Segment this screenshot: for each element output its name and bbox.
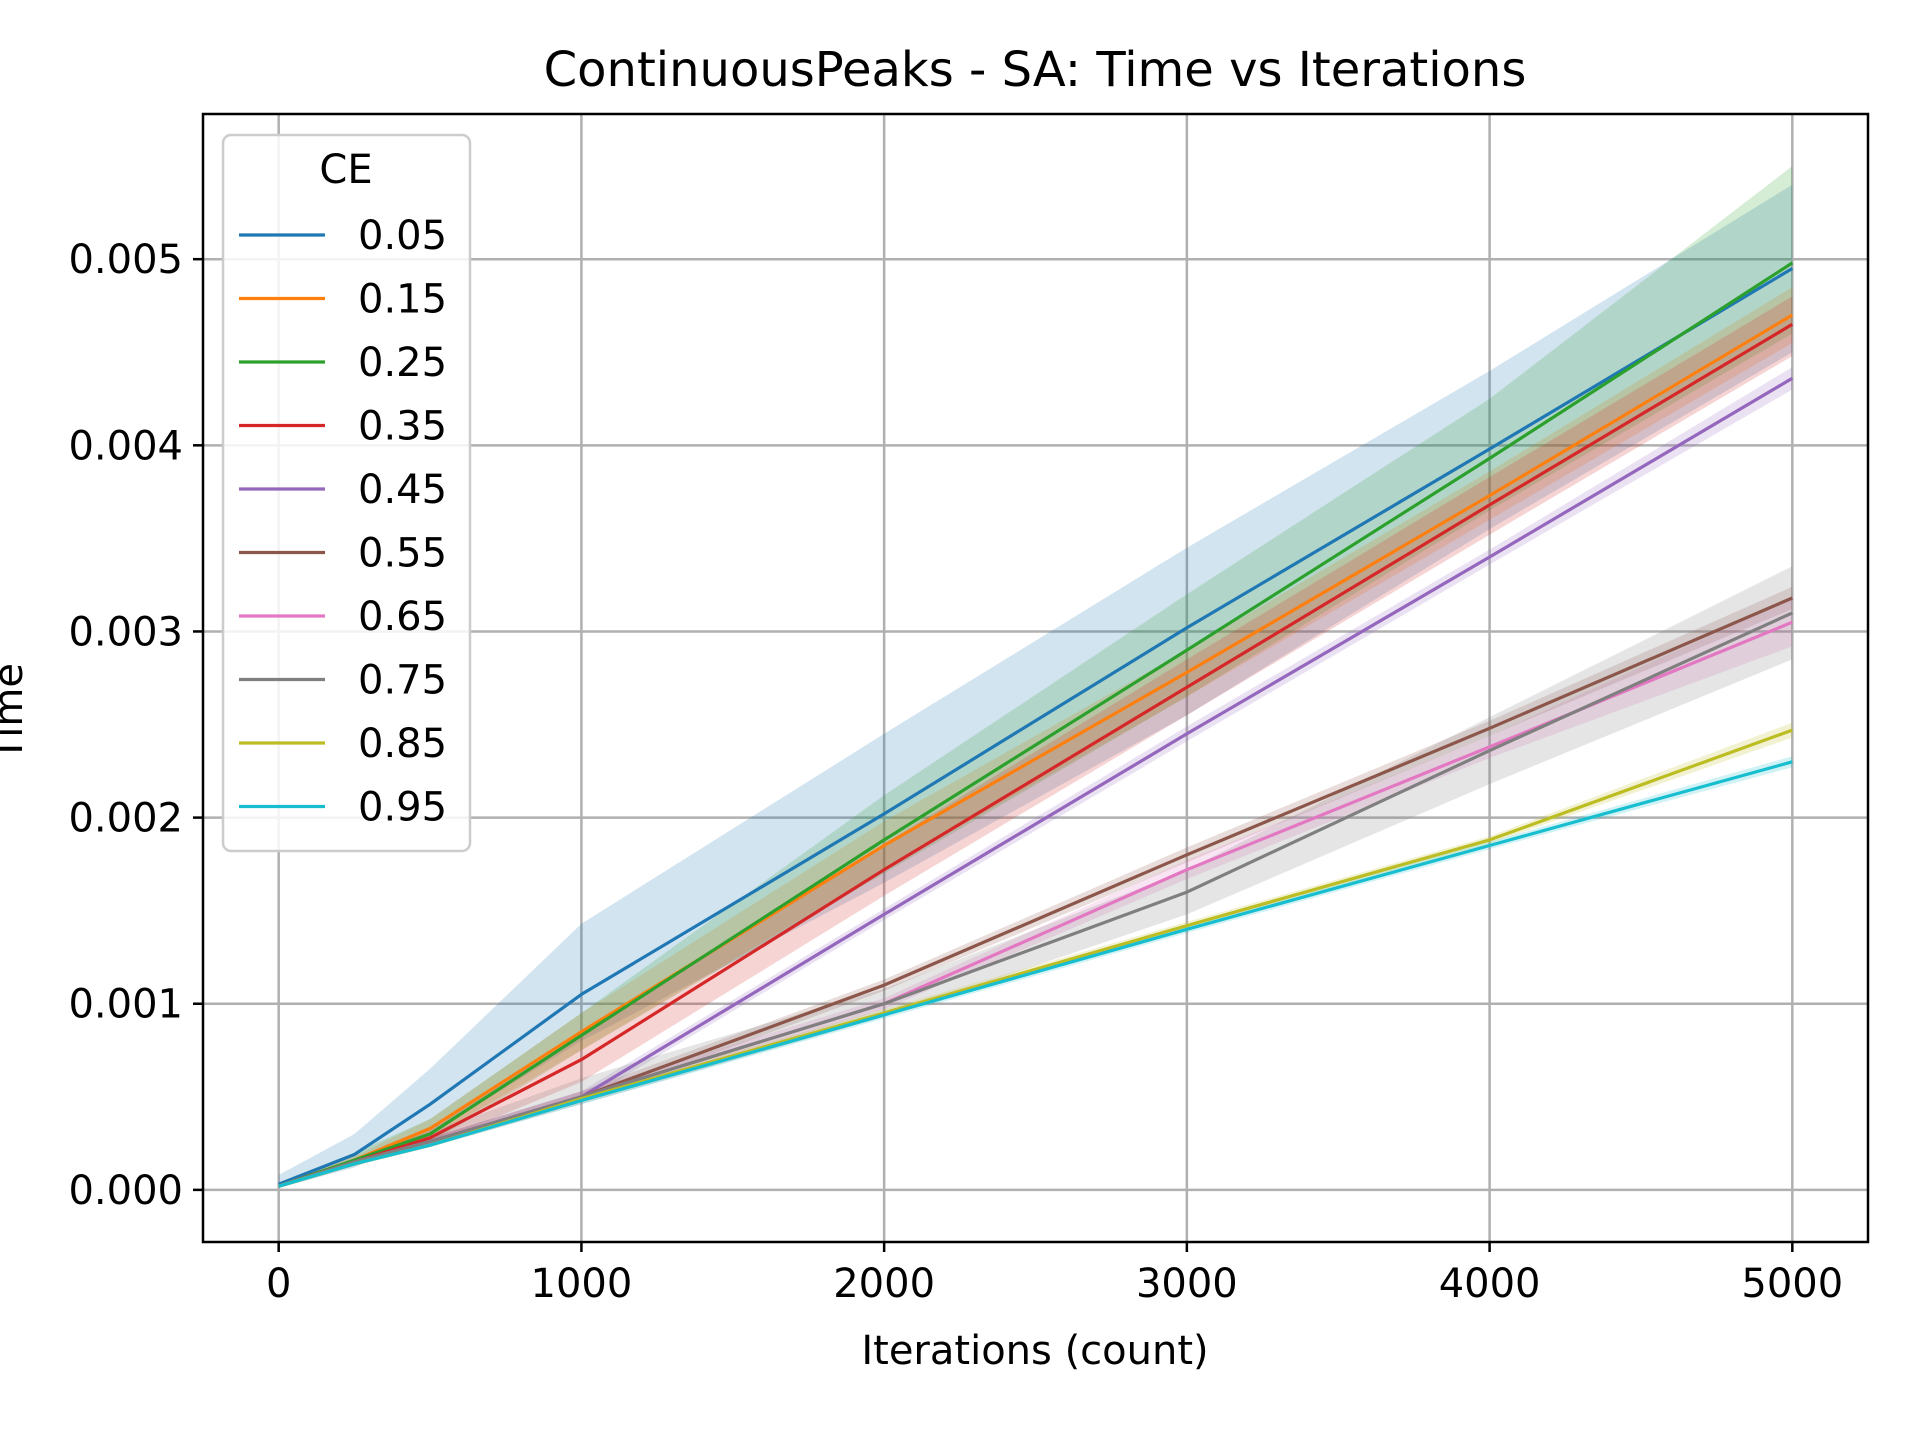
y-tick-label: 0.001 xyxy=(68,982,183,1028)
legend-label-0.65: 0.65 xyxy=(358,594,447,640)
chart-title: ContinuousPeaks - SA: Time vs Iterations xyxy=(544,42,1527,98)
legend: CE 0.050.150.250.350.450.550.650.750.850… xyxy=(221,133,472,853)
legend-label-0.85: 0.85 xyxy=(358,721,447,767)
series-line-0.05 xyxy=(278,267,1794,1186)
plot-area xyxy=(201,112,1870,1244)
legend-label-0.55: 0.55 xyxy=(358,531,447,577)
legend-label-0.45: 0.45 xyxy=(358,467,447,513)
legend-label-0.05: 0.05 xyxy=(358,213,447,259)
legend-label-0.15: 0.15 xyxy=(358,277,447,323)
legend-title: CE xyxy=(319,147,372,193)
confidence-band-0.05 xyxy=(278,184,1793,1188)
y-tick-label: 0.002 xyxy=(68,796,183,842)
legend-label-0.25: 0.25 xyxy=(358,340,447,386)
legend-label-0.95: 0.95 xyxy=(358,785,447,831)
series-line-0.25 xyxy=(278,261,1794,1188)
confidence-band-0.15 xyxy=(278,287,1793,1189)
series-line-0.95 xyxy=(278,760,1793,1188)
x-tick-label: 4000 xyxy=(1439,1261,1541,1307)
plot-background xyxy=(203,114,1868,1242)
y-tick-label: 0.005 xyxy=(68,237,183,283)
x-axis-ticks: 0 1000 2000 3000 4000 5000 xyxy=(266,1242,1843,1307)
legend-label-0.75: 0.75 xyxy=(358,658,447,704)
y-axis-ticks: 0.000 0.001 0.002 0.003 0.004 0.005 xyxy=(68,237,203,1214)
series-lines xyxy=(278,261,1794,1188)
plot-frame xyxy=(201,112,1870,1244)
y-tick-label: 0.000 xyxy=(68,1168,183,1214)
x-tick-label: 2000 xyxy=(833,1261,935,1307)
legend-box xyxy=(221,133,472,853)
y-tick-label: 0.003 xyxy=(68,609,183,655)
x-tick-label: 3000 xyxy=(1136,1261,1238,1307)
legend-label-0.35: 0.35 xyxy=(358,404,447,450)
x-tick-label: 5000 xyxy=(1741,1261,1843,1307)
y-tick-label: 0.004 xyxy=(68,423,183,469)
x-tick-label: 1000 xyxy=(531,1261,633,1307)
legend-items: 0.05 0.15 0.25 0.35 0.45 0.55 0.65 0.75 0.85 0.95 xyxy=(239,213,447,831)
y-axis-label: Time xyxy=(0,663,32,762)
x-tick-label: 0 xyxy=(266,1261,291,1307)
grid xyxy=(203,114,1868,1242)
series-line-0.75 xyxy=(278,611,1793,1188)
x-axis-label: Iterations (count) xyxy=(861,1328,1208,1374)
